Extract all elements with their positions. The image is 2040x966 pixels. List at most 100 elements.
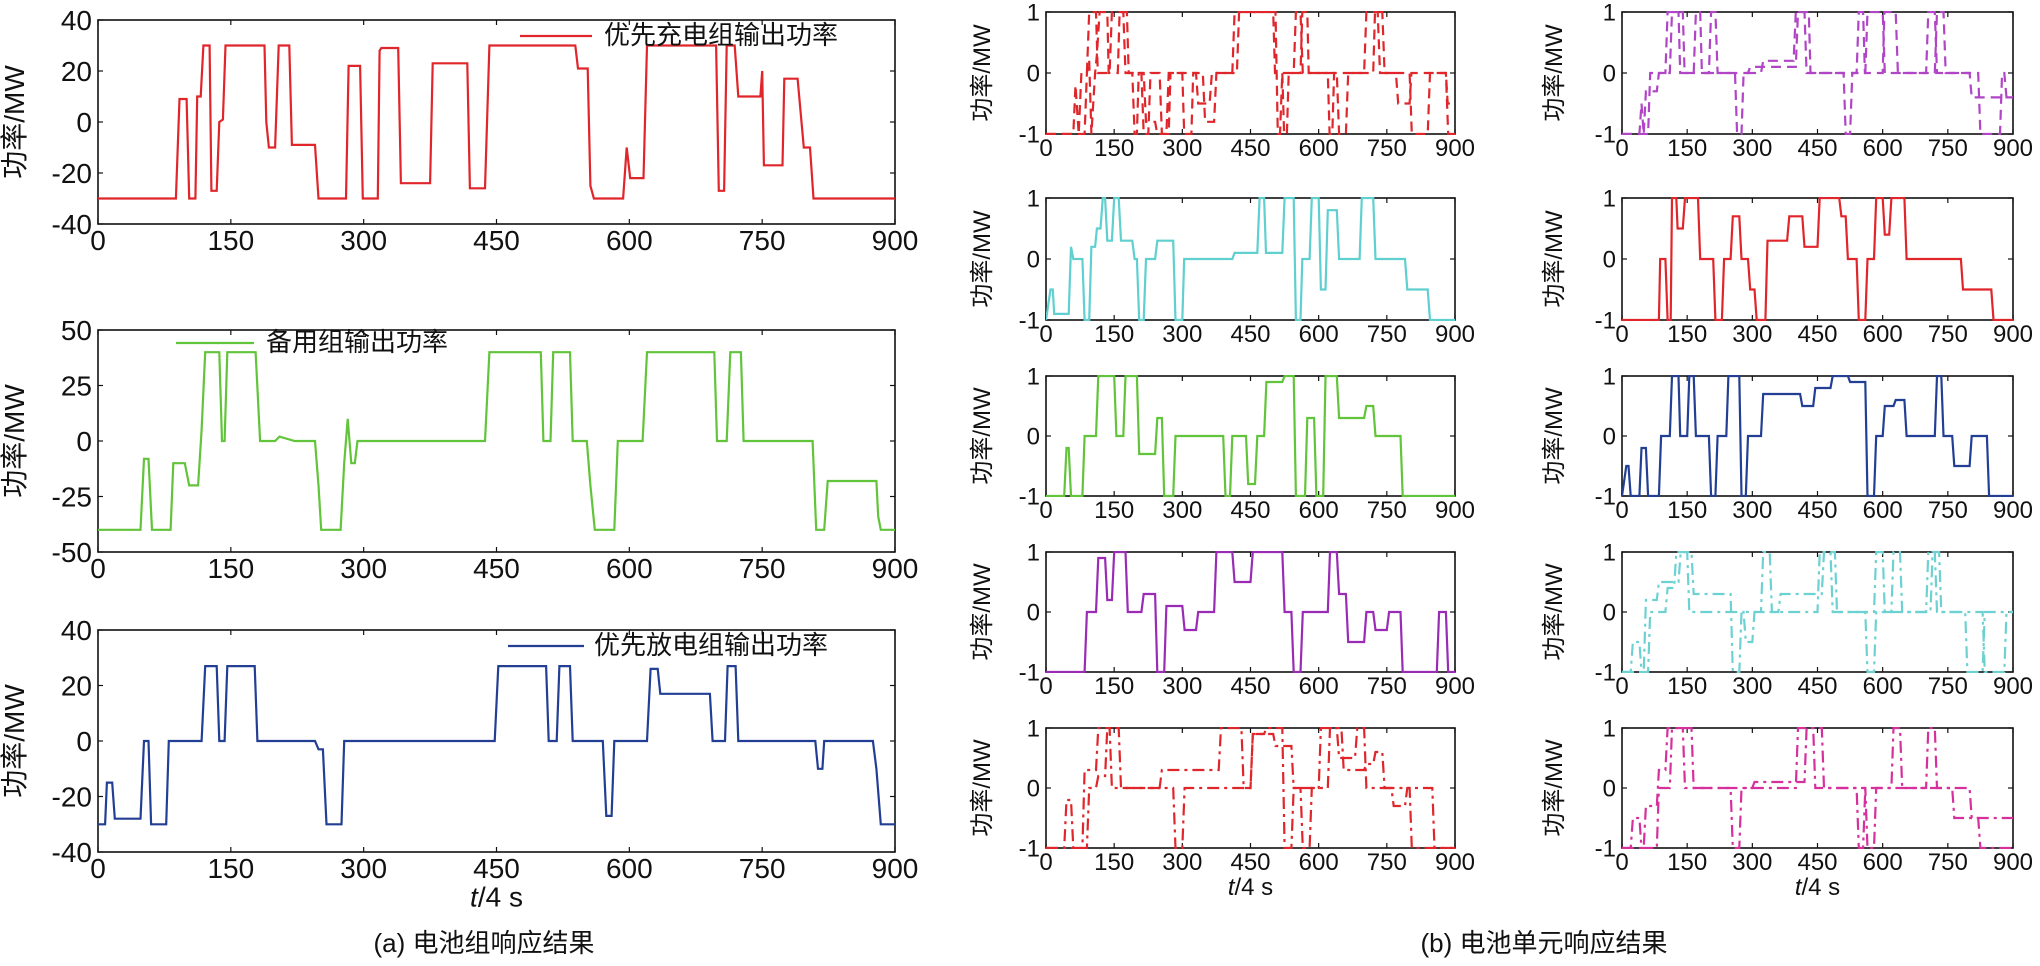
x-tick-label: 150 xyxy=(1667,321,1707,348)
y-tick-label: -25 xyxy=(52,481,92,512)
y-tick-label: 1 xyxy=(1027,185,1040,212)
y-tick-label: -1 xyxy=(1595,835,1616,862)
legend-label: 备用组输出功率 xyxy=(266,327,448,357)
series-line xyxy=(1046,727,1455,849)
x-tick-label: 150 xyxy=(1094,673,1134,700)
series-line xyxy=(1046,11,1455,135)
y-tick-label: 1 xyxy=(1603,715,1616,742)
y-tick-label: -1 xyxy=(1019,307,1040,334)
y-axis-label: 功率/MW xyxy=(969,563,996,661)
x-tick-label: 150 xyxy=(1667,673,1707,700)
x-tick-label: 600 xyxy=(1299,321,1339,348)
x-tick-label: 900 xyxy=(1435,497,1475,524)
x-tick-label: 900 xyxy=(1435,321,1475,348)
chart-a1: 0 150 300 450 600 750 900 -40 -20 0 20 40 功率/MW 优先充电组… xyxy=(0,5,918,256)
x-tick-label: 300 xyxy=(340,225,387,256)
x-tick-label: 300 xyxy=(1162,849,1202,876)
x-tick-label: 750 xyxy=(739,553,786,584)
y-axis-label: 功率/MW xyxy=(969,387,996,485)
legend-label: 优先放电组输出功率 xyxy=(594,630,828,660)
x-tick-label: 750 xyxy=(1367,321,1407,348)
x-tick-label: 600 xyxy=(1863,497,1903,524)
y-axis-label: 功率/MW xyxy=(969,739,996,837)
y-tick-label: 1 xyxy=(1027,363,1040,390)
x-tick-label: 450 xyxy=(1230,135,1270,162)
x-tick-label: 450 xyxy=(1230,849,1270,876)
y-tick-label: -1 xyxy=(1595,659,1616,686)
x-tick-label: 600 xyxy=(1299,673,1339,700)
x-tick-label: 0 xyxy=(1039,321,1052,348)
x-tick-label: 450 xyxy=(1797,849,1837,876)
y-axis-label: 功率/MW xyxy=(1541,739,1568,837)
x-tick-label: 0 xyxy=(90,853,106,884)
x-axis-label-unit: /4 s xyxy=(478,882,523,913)
x-tick-label: 0 xyxy=(1039,135,1052,162)
x-tick-label: 450 xyxy=(1797,321,1837,348)
series-line xyxy=(1622,551,2013,673)
x-tick-label: 750 xyxy=(1928,673,1968,700)
x-tick-label: 750 xyxy=(1928,849,1968,876)
y-tick-label: 0 xyxy=(1027,599,1040,626)
series-line xyxy=(1622,11,2013,135)
y-tick-label: -40 xyxy=(52,837,92,868)
y-tick-label: -1 xyxy=(1019,659,1040,686)
y-tick-label: 1 xyxy=(1603,363,1616,390)
x-axis-label-italic: t xyxy=(470,882,479,913)
x-tick-label: 0 xyxy=(90,225,106,256)
x-axis-label-unit: /4 s xyxy=(1801,874,1840,901)
x-tick-label: 300 xyxy=(1732,673,1772,700)
x-axis-label-italic: t xyxy=(1795,874,1803,901)
x-tick-label: 0 xyxy=(1039,849,1052,876)
x-tick-label: 600 xyxy=(1863,321,1903,348)
x-tick-label: 600 xyxy=(1299,497,1339,524)
x-tick-label: 750 xyxy=(1367,135,1407,162)
x-tick-label: 0 xyxy=(1039,673,1052,700)
series-line xyxy=(1622,375,2013,497)
x-tick-label: 750 xyxy=(1928,497,1968,524)
y-tick-label: -20 xyxy=(52,158,92,189)
y-tick-label: 20 xyxy=(61,56,92,87)
y-axis-label: 功率/MW xyxy=(1541,210,1568,308)
y-tick-label: 1 xyxy=(1603,185,1616,212)
y-tick-label: 1 xyxy=(1027,0,1040,26)
x-tick-label: 600 xyxy=(1299,849,1339,876)
x-tick-label: 750 xyxy=(1928,321,1968,348)
y-tick-label: -1 xyxy=(1595,483,1616,510)
y-tick-label: -1 xyxy=(1019,835,1040,862)
series-line xyxy=(1046,375,1455,497)
x-tick-label: 0 xyxy=(90,553,106,584)
x-tick-label: 150 xyxy=(1667,497,1707,524)
x-axis-label-unit: /4 s xyxy=(1234,874,1273,901)
x-tick-label: 900 xyxy=(1435,135,1475,162)
y-tick-label: 1 xyxy=(1027,539,1040,566)
x-tick-label: 600 xyxy=(1863,135,1903,162)
y-tick-label: 0 xyxy=(1603,60,1616,87)
y-tick-label: 0 xyxy=(76,426,92,457)
x-tick-label: 0 xyxy=(1615,849,1628,876)
x-tick-label: 150 xyxy=(1094,849,1134,876)
x-tick-label: 300 xyxy=(1162,321,1202,348)
y-tick-label: 0 xyxy=(1027,423,1040,450)
y-tick-label: -1 xyxy=(1019,121,1040,148)
y-tick-label: -50 xyxy=(52,537,92,568)
y-tick-label: 1 xyxy=(1603,539,1616,566)
x-tick-label: 450 xyxy=(473,853,520,884)
x-axis-label: t/4 s xyxy=(470,882,523,913)
y-tick-label: 40 xyxy=(61,615,92,646)
x-tick-label: 900 xyxy=(1993,673,2033,700)
series-line xyxy=(1046,11,1455,135)
y-axis-label: 功率/MW xyxy=(0,684,30,798)
x-tick-label: 0 xyxy=(1615,673,1628,700)
x-tick-label: 450 xyxy=(1230,673,1270,700)
x-tick-label: 450 xyxy=(473,553,520,584)
x-tick-label: 750 xyxy=(739,853,786,884)
y-tick-label: 1 xyxy=(1603,0,1616,26)
series-line xyxy=(1622,551,2013,673)
x-tick-label: 600 xyxy=(1299,135,1339,162)
y-axis-label: 功率/MW xyxy=(969,210,996,308)
